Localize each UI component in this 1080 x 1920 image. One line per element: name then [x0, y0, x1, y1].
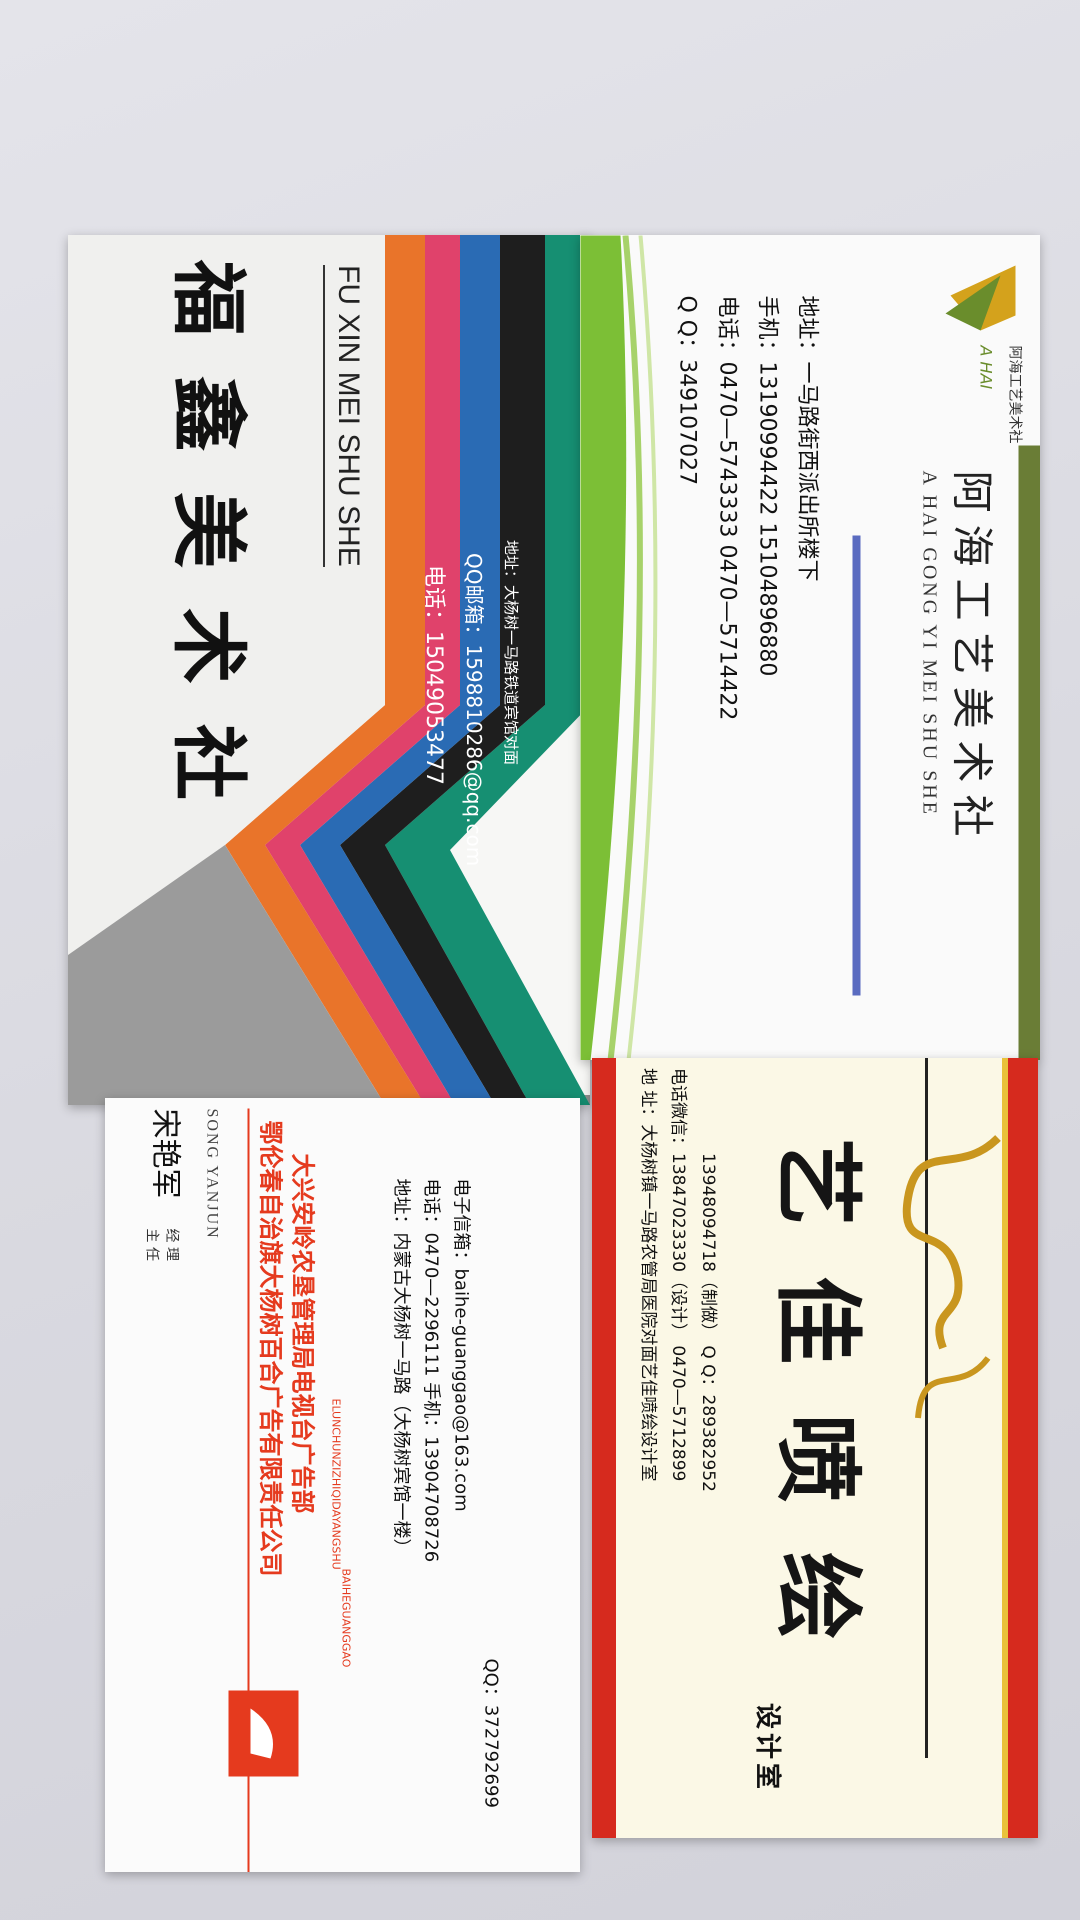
business-card-yijia: 艺佳喷绘 设计室 地 址：大杨树镇一马路农管局医院对面艺佳喷绘设计室 电话微信：…: [592, 1058, 1038, 1838]
shop-subtitle: 设计室: [752, 1703, 782, 1794]
ornament-graphic: [902, 1135, 1001, 1350]
qq-text: QQ：372792699: [480, 1658, 501, 1808]
brand-pinyin: BAIHEGUANGGAO: [339, 1568, 352, 1668]
company-title: 阿海工艺美术社: [947, 470, 997, 849]
mobile-text: 手机：13190994422 15104896880: [754, 295, 780, 676]
qq-mail-text: QQ邮箱：1598810286@qq.com: [462, 553, 486, 867]
person-pinyin: SONG YANJUN: [203, 1108, 220, 1240]
phone-text: 电话：0470—2296111 手机：13904708726: [420, 1178, 441, 1563]
role-2: 主 任: [143, 1228, 159, 1261]
phone2-text: 13948094718（制做） Q Q：289382952: [698, 1153, 718, 1492]
company-small: 阿海工艺美术社: [1006, 345, 1023, 443]
business-card-ahai: A HAI 阿海工艺美术社 阿海工艺美术社 A HAI GONG YI MEI …: [580, 235, 1040, 1060]
shop-title: 福鑫美术社: [164, 260, 253, 840]
shop-pinyin: FU XIN MEI SHU SHE: [323, 265, 365, 567]
qq-text: Q Q：349107027: [674, 295, 700, 485]
person-name: 宋艳军: [147, 1108, 182, 1199]
address-text: 地址：一马路街西派出所楼下: [794, 295, 820, 582]
stripe-graphic: [68, 235, 590, 1105]
tel-text: 电话：0470—5743333 0470—5714422: [714, 295, 740, 720]
phone-text: 电话微信：13847023330（设计） 0470—5712899: [668, 1068, 688, 1482]
card-background: [105, 1098, 580, 1872]
green-wave-graphic: [580, 235, 1040, 1060]
department-name: 大兴安岭农垦管理局电视台广告部: [288, 1153, 316, 1514]
role-1: 经 理: [163, 1228, 179, 1261]
address-text: 地址：大杨树一马路铁道宾馆对面: [502, 540, 520, 766]
logo-text: A HAI: [976, 345, 996, 389]
card-background: [592, 1058, 1038, 1838]
business-card-song: 宋艳军 经 理 主 任 SONG YANJUN 鄂伦春自治旗大杨树百合广告有限责…: [105, 1098, 580, 1872]
address-text: 地 址：大杨树镇一马路农管局医院对面艺佳喷绘设计室: [638, 1068, 658, 1482]
business-card-fuxin: 福鑫美术社 FU XIN MEI SHU SHE 电话：15049053477 …: [68, 235, 590, 1105]
phone-text: 电话：15049053477: [421, 565, 446, 785]
address-text: 地址：内蒙古大杨树一马路（大杨树宾馆一楼）: [390, 1178, 411, 1557]
company-pinyin: A HAI GONG YI MEI SHU SHE: [918, 470, 941, 817]
company-name: 鄂伦春自治旗大杨树百合广告有限责任公司: [256, 1120, 284, 1577]
email-text: 电子信箱：baihe-guanggao@163.com: [450, 1178, 471, 1512]
company-pinyin: ELUNCHUNZIZHIQIDAYANGSHU: [329, 1398, 342, 1570]
shop-title: 艺佳喷绘: [766, 1138, 870, 1691]
